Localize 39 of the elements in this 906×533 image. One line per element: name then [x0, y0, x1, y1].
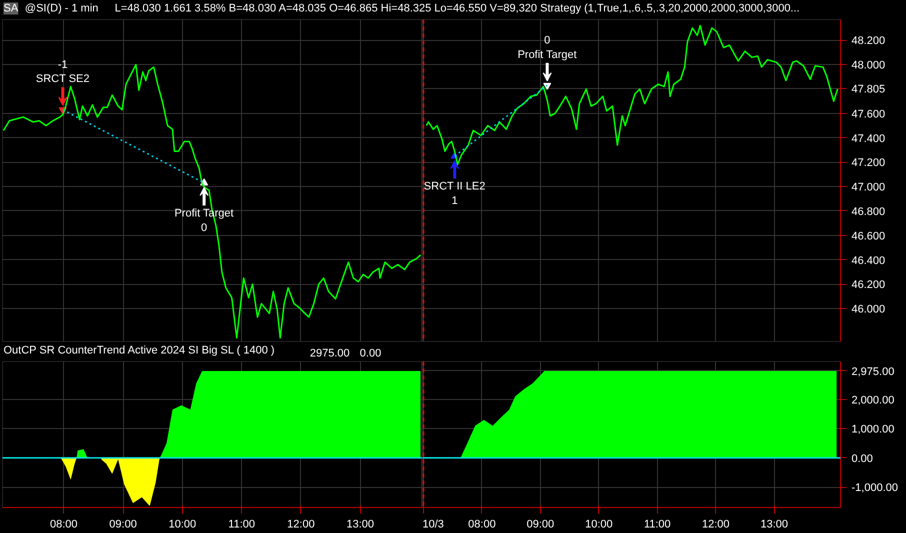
y-tick-label: 47.400: [852, 132, 886, 145]
x-tick-label: 11:00: [644, 518, 671, 530]
x-tick-label: 09:00: [109, 518, 137, 530]
x-tick-label: 09:00: [526, 518, 554, 530]
text: L=48.030 1.661 3.58% B=48.030 A=48.035 O=46.865 Hi=48.325 Lo=46.550 V=89,320 Strategy (1,True,1,.6,.5,.3,20,2000,2000,3000,3000...: [114, 2, 800, 14]
y-tick-label: 46.400: [852, 254, 886, 267]
y-tick-label: 46.200: [852, 279, 886, 292]
y-tick-label: 46.600: [852, 230, 886, 242]
y-tick-label: 47.600: [852, 108, 886, 120]
annotation: -1 SRCT SE2: [36, 58, 90, 86]
x-tick-label: 12:00: [287, 518, 315, 530]
y-tick-label: 2,000.00: [852, 394, 894, 406]
y-tick-label: 2,975.00: [852, 366, 894, 378]
y-tick-label: 47.200: [852, 157, 886, 170]
x-tick-label: 12:00: [702, 518, 730, 530]
annotation: SRCT II LE2 1: [424, 180, 486, 208]
y-tick-label: 48.200: [852, 35, 886, 48]
text: SA: [4, 2, 19, 14]
y-tick-label: 47.805: [852, 83, 886, 96]
x-tick-label: 10/3: [422, 518, 444, 530]
x-tick-label: 08:00: [50, 518, 78, 530]
x-tick-label: 08:00: [468, 518, 496, 530]
x-tick-label: 13:00: [346, 518, 374, 530]
annotation: 0 Profit Target: [518, 34, 577, 61]
text: 2975.00: [310, 348, 350, 360]
x-tick-label: 13:00: [760, 518, 788, 530]
x-tick-label: 10:00: [585, 518, 613, 530]
y-tick-label: 48.000: [852, 60, 886, 72]
y-tick-label: 46.000: [852, 304, 886, 316]
chart-title: OutCP SR CounterTrend Active 2024 SI Big SL ( 1400 ): [4, 344, 275, 356]
y-tick-label: 0.00: [852, 452, 873, 465]
y-tick-label: 46.800: [852, 206, 886, 218]
x-tick-label: 10:00: [168, 518, 196, 530]
y-tick-label: 1,000.00: [852, 424, 894, 436]
chart-title: @SI(D) - 1 min: [24, 2, 98, 14]
y-tick-label: -1,000.00: [852, 482, 898, 494]
x-tick-label: 11:00: [228, 518, 256, 530]
y-tick-label: 47.000: [852, 182, 886, 194]
text: 0.00: [360, 348, 382, 360]
